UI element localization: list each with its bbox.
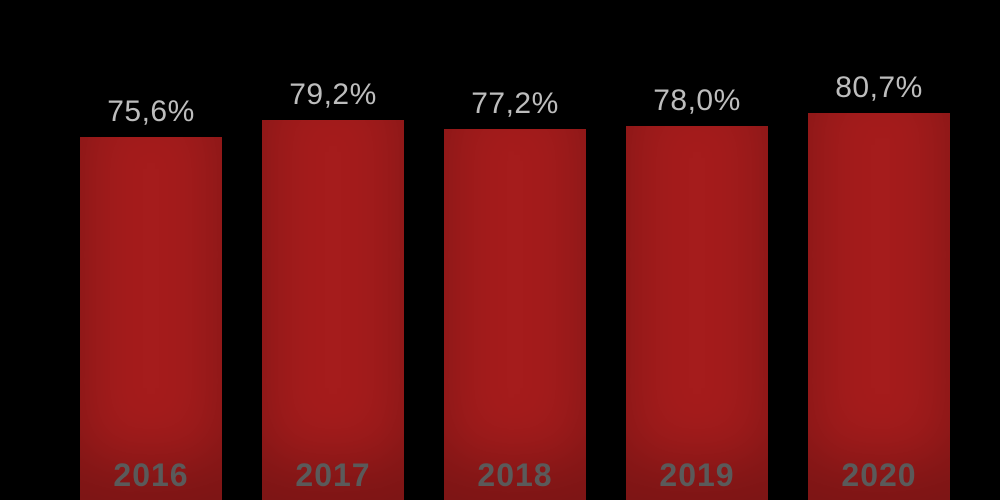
year-label-2017: 2017 bbox=[262, 457, 404, 494]
value-label-2018: 77,2% bbox=[444, 87, 586, 121]
bar-group-2017: 79,2% 2017 bbox=[262, 0, 404, 500]
bar-2017 bbox=[262, 120, 404, 500]
bar-2020 bbox=[808, 113, 950, 500]
year-label-2018: 2018 bbox=[444, 457, 586, 494]
bar-group-2019: 78,0% 2019 bbox=[626, 0, 768, 500]
bar-group-2016: 75,6% 2016 bbox=[80, 0, 222, 500]
bar-group-2020: 80,7% 2020 bbox=[808, 0, 950, 500]
bar-2016 bbox=[80, 137, 222, 500]
bar-group-2018: 77,2% 2018 bbox=[444, 0, 586, 500]
value-label-2019: 78,0% bbox=[626, 84, 768, 118]
value-label-2020: 80,7% bbox=[808, 71, 950, 105]
bar-2018 bbox=[444, 129, 586, 500]
year-label-2019: 2019 bbox=[626, 457, 768, 494]
value-label-2016: 75,6% bbox=[80, 95, 222, 129]
year-label-2020: 2020 bbox=[808, 457, 950, 494]
bar-2019 bbox=[626, 126, 768, 500]
year-label-2016: 2016 bbox=[80, 457, 222, 494]
bar-chart: 75,6% 2016 79,2% 2017 77,2% 2018 78,0% 2019 80,7… bbox=[0, 0, 1000, 500]
value-label-2017: 79,2% bbox=[262, 78, 404, 112]
